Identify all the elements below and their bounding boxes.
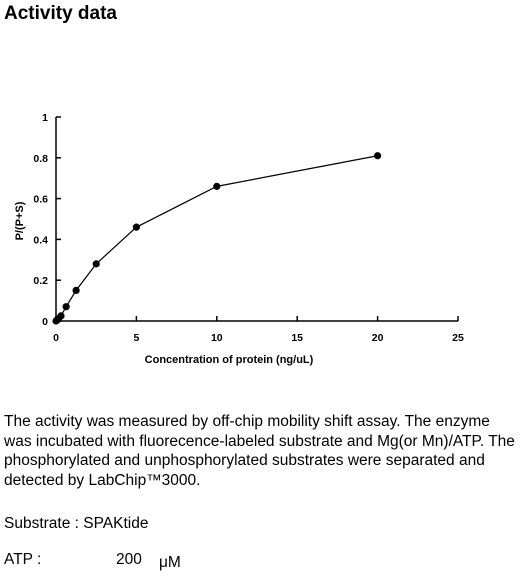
atp-label: ATP : (4, 551, 42, 568)
y-tick-label: 0.2 (33, 275, 48, 287)
y-tick-label: 0.6 (33, 194, 48, 206)
x-tick-label: 15 (291, 332, 303, 344)
y-tick-label: 1 (42, 112, 48, 124)
series-line (55, 155, 378, 322)
x-axis-label: Concentration of protein (ng/uL) (145, 354, 314, 366)
x-tick-label: 20 (372, 332, 384, 344)
y-tick-label: 0.4 (33, 234, 48, 246)
chart-ticks: 00.20.40.60.810 5 10 15 20 25 (33, 112, 464, 344)
data-point (62, 303, 70, 311)
x-tick-label: 0 (53, 332, 59, 344)
y-tick-label: 0.8 (33, 153, 48, 165)
page-title: Activity data (4, 3, 117, 24)
y-tick-label: 0 (42, 316, 48, 328)
chart-axes (55, 117, 458, 322)
y-axis-label: P/(P+S) (14, 201, 26, 240)
data-point (72, 286, 80, 294)
atp-value: 200 (116, 551, 142, 568)
data-point (374, 152, 382, 160)
activity-chart: 00.20.40.60.810 5 10 15 20 25 Concentration o… (14, 112, 464, 366)
atp-unit: μM (159, 554, 181, 571)
substrate-info: Substrate : SPAKtide (4, 515, 149, 532)
data-point (213, 182, 221, 190)
x-tick-label: 5 (133, 332, 139, 344)
chart-series (52, 152, 382, 325)
x-tick-label: 10 (211, 332, 223, 344)
data-point (92, 260, 100, 268)
data-point (57, 312, 65, 320)
data-point (132, 223, 140, 231)
chart-labels: Concentration of protein (ng/uL) P/(P+S) (14, 201, 314, 366)
assay-description: The activity was measured by off-chip mo… (4, 413, 515, 489)
x-tick-label: 25 (452, 332, 464, 344)
